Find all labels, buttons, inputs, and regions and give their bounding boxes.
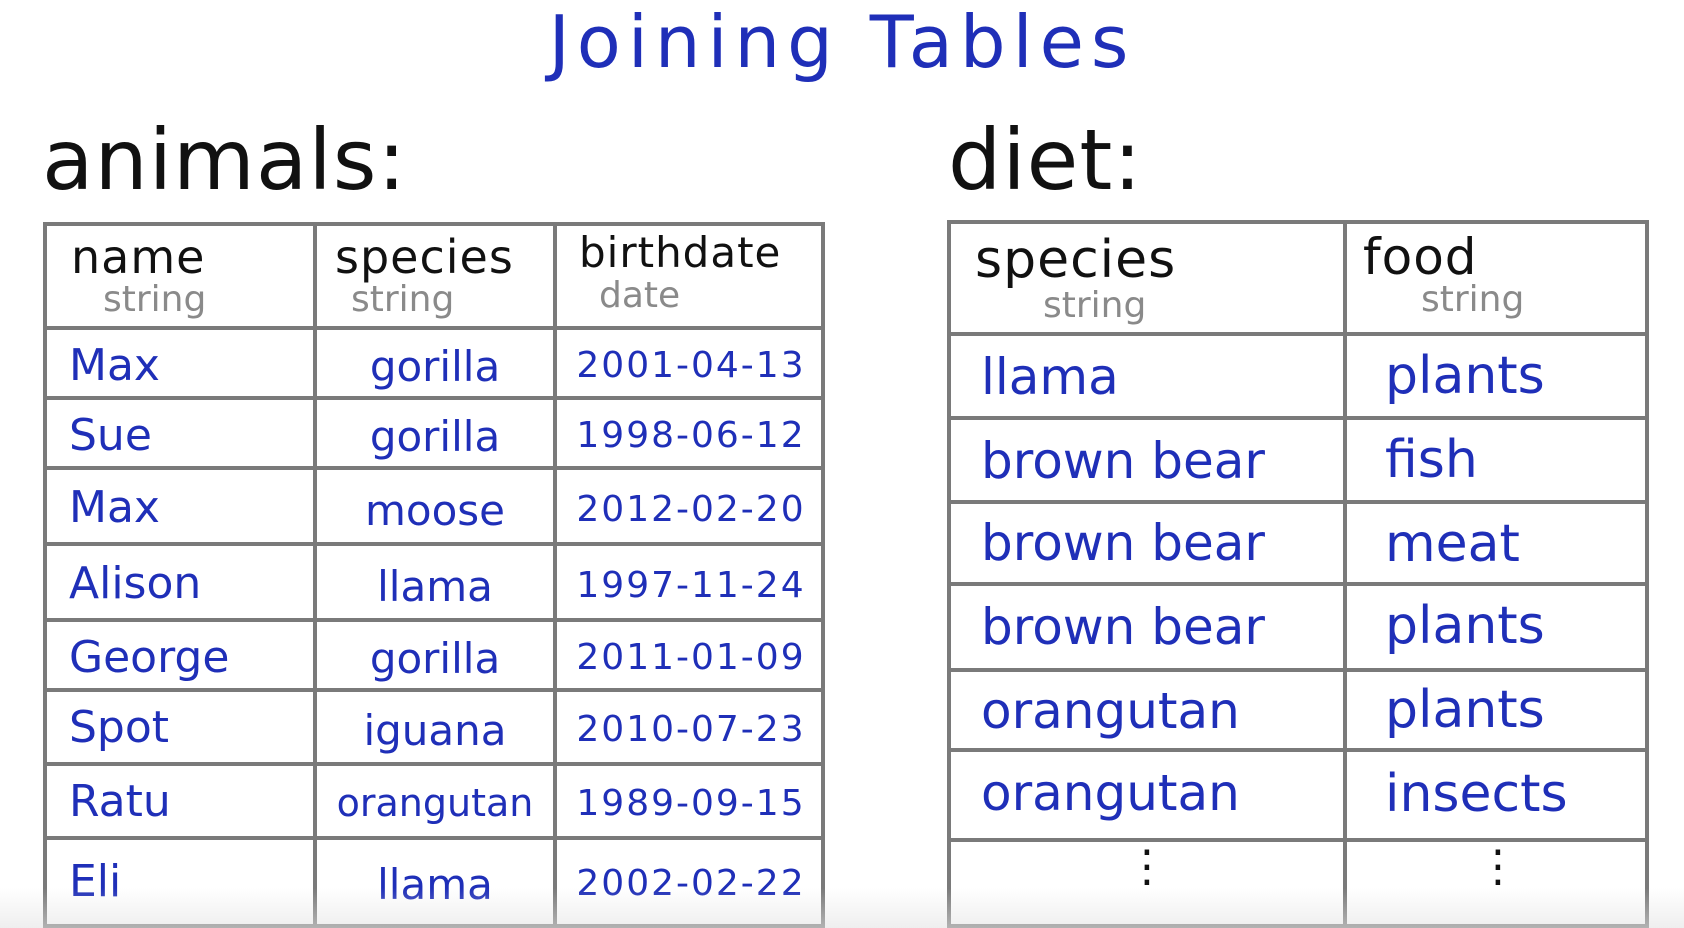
diet-table: species string food string llama plants … <box>947 220 1649 928</box>
cell-species: llama <box>377 860 493 909</box>
diet-header-food: food string <box>1347 224 1645 332</box>
animals-header-birthdate: birthdate date <box>557 226 821 326</box>
table-row: llama plants <box>951 336 1645 420</box>
table-row: brown bear plants <box>951 586 1645 672</box>
table-row: Sue gorilla 1998-06-12 <box>47 400 821 470</box>
cell-species: iguana <box>363 706 507 755</box>
continuation-dots: ⋮ <box>1125 842 1169 892</box>
cell-birthdate: 1989-09-15 <box>576 783 806 824</box>
cell-birthdate: 2001-04-13 <box>576 345 806 386</box>
cell-species: llama <box>981 348 1119 406</box>
animals-header-species: species string <box>317 226 557 326</box>
cell-name: Alison <box>69 558 202 609</box>
table-row: orangutan insects <box>951 752 1645 842</box>
animals-table: name string species string birthdate dat… <box>43 222 825 928</box>
animals-header-row: name string species string birthdate dat… <box>47 226 821 330</box>
cell-species: gorilla <box>369 412 501 461</box>
continuation-dots: ⋮ <box>1476 842 1520 892</box>
cell-birthdate: 2010-07-23 <box>576 709 806 750</box>
cell-species: brown bear <box>981 514 1265 572</box>
column-title: species <box>335 230 514 284</box>
table-row: Eli llama 2002-02-22 <box>47 840 821 924</box>
table-row: Alison llama 1997-11-24 <box>47 546 821 622</box>
cell-name: Sue <box>69 410 152 461</box>
diet-header-row: species string food string <box>951 224 1645 336</box>
cell-food: fish <box>1385 430 1478 490</box>
animals-table-label: animals: <box>42 111 407 209</box>
column-type: string <box>351 279 455 320</box>
cell-birthdate: 2012-02-20 <box>576 489 806 530</box>
column-type: date <box>599 275 681 316</box>
page-title: Joining Tables <box>548 0 1136 84</box>
cell-name: George <box>69 632 230 683</box>
cell-food: plants <box>1385 680 1545 740</box>
animals-header-name: name string <box>47 226 317 326</box>
cell-species: gorilla <box>369 634 501 683</box>
cell-food: meat <box>1385 514 1520 574</box>
column-title: name <box>71 230 206 284</box>
column-title: species <box>975 230 1177 290</box>
column-title: birthdate <box>579 228 782 277</box>
table-row: Max moose 2012-02-20 <box>47 470 821 546</box>
cell-food: insects <box>1385 764 1568 824</box>
table-row: Max gorilla 2001-04-13 <box>47 330 821 400</box>
table-row: Ratu orangutan 1989-09-15 <box>47 766 821 840</box>
cell-name: Eli <box>69 856 122 907</box>
cell-species: brown bear <box>981 598 1265 656</box>
diet-header-species: species string <box>951 224 1347 332</box>
cell-species: brown bear <box>981 432 1265 490</box>
cell-species: orangutan <box>981 764 1240 822</box>
cell-birthdate: 1997-11-24 <box>576 565 806 606</box>
table-row: Spot iguana 2010-07-23 <box>47 692 821 766</box>
cell-food: plants <box>1385 346 1545 406</box>
cell-species: orangutan <box>981 682 1240 740</box>
table-row-continuation: ⋮ ⋮ <box>951 842 1645 924</box>
cell-species: moose <box>364 486 506 535</box>
cell-name: Max <box>69 340 160 391</box>
table-row: George gorilla 2011-01-09 <box>47 622 821 692</box>
cell-food: plants <box>1385 596 1545 656</box>
cell-species: orangutan <box>336 781 534 825</box>
cell-name: Spot <box>69 702 170 753</box>
cell-species: gorilla <box>369 342 501 391</box>
cell-birthdate: 1998-06-12 <box>576 415 806 456</box>
table-row: brown bear fish <box>951 420 1645 504</box>
cell-name: Max <box>69 482 160 533</box>
cell-birthdate: 2002-02-22 <box>576 863 806 904</box>
table-row: brown bear meat <box>951 504 1645 586</box>
cell-name: Ratu <box>69 776 171 827</box>
column-title: food <box>1363 228 1478 286</box>
cell-birthdate: 2011-01-09 <box>576 637 806 678</box>
diet-table-label: diet: <box>948 111 1143 209</box>
column-type: string <box>1043 285 1147 326</box>
cell-species: llama <box>377 562 493 611</box>
table-row: orangutan plants <box>951 672 1645 752</box>
column-type: string <box>1421 279 1525 320</box>
column-type: string <box>103 279 207 320</box>
